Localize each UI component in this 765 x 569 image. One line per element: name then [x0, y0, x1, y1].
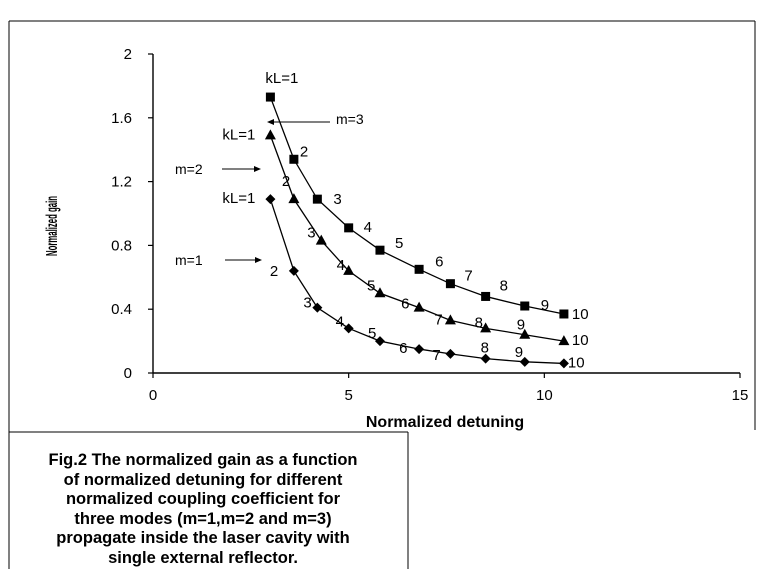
series-1-point-label: 6: [399, 340, 407, 357]
y-tick-label: 1.2: [111, 174, 132, 191]
series-1-line: [269, 198, 564, 365]
series-3-point: [375, 245, 385, 255]
x-tick-label: 10: [536, 387, 553, 404]
series-1-point: [519, 356, 530, 367]
series-2-point-label: 8: [475, 314, 483, 331]
point-labels-layer: kL=1 2 3 4 5 6 7 8 9 10 kL=1 2 3 4 5 6 7 8 9 10 kL=1 2 3 4 5 6 7 8 9…: [222, 70, 588, 371]
annotation-m1-label: m=1: [175, 252, 203, 268]
series-3-point-label: 5: [395, 235, 403, 252]
series-2-point-label: kL=1: [222, 126, 255, 143]
caption-line: normalized coupling coefficient for: [65, 490, 341, 508]
caption-line: Fig.2 The normalized gain as a function: [48, 451, 358, 469]
x-tick-label: 0: [149, 387, 157, 404]
series-1-point-label: 4: [336, 313, 344, 330]
series-2-point: [343, 264, 355, 275]
series-1-point: [558, 358, 569, 369]
series-1-point-label: 10: [568, 354, 585, 371]
annotation-m2-arrowhead: [254, 166, 261, 172]
caption-line: three modes (m=1,m=2 and m=3): [74, 509, 332, 528]
series-1-point-label: kL=1: [222, 190, 255, 207]
series-2-point-label: 5: [367, 277, 375, 294]
y-tick-label: 0.8: [111, 237, 132, 254]
series-3-point: [265, 92, 275, 102]
series-3-point-label: 3: [333, 191, 341, 208]
series-1-point-label: 2: [270, 263, 278, 280]
series-2-point: [264, 129, 276, 140]
series-3-point: [520, 301, 530, 311]
series-2-point: [519, 328, 531, 339]
annotation-m3-arrowhead: [267, 119, 274, 125]
series-1-point: [480, 353, 491, 364]
annotation-m2-label: m=2: [175, 161, 203, 177]
series-2-point: [413, 301, 425, 312]
series-2-point: [444, 314, 456, 325]
series-3-point-label: 9: [541, 297, 549, 314]
y-tick-label: 2: [124, 46, 132, 63]
series-1-point: [343, 323, 354, 334]
series-3-line: [269, 96, 565, 315]
series-3-point-label: kL=1: [265, 70, 298, 87]
y-axis-title: Normalized gain: [44, 196, 61, 256]
series-1-point-label: 8: [481, 340, 489, 357]
x-tick-label: 5: [344, 387, 352, 404]
caption-line: of normalized detuning for different: [63, 470, 343, 489]
series-3-point: [445, 279, 455, 289]
series-3-point: [414, 264, 424, 274]
annotation-m2: m=2: [175, 161, 261, 177]
series-2-point: [480, 322, 492, 333]
series-1-point: [414, 344, 425, 355]
annotation-m1: m=1: [175, 252, 262, 268]
series-2-point-label: 2: [282, 173, 290, 190]
series-1-point-label: 7: [432, 347, 440, 364]
x-axis-title: Normalized detuning: [366, 414, 524, 431]
x-tick-label: 15: [732, 387, 749, 404]
series-3-point-label: 8: [500, 277, 508, 294]
series-3-point: [481, 291, 491, 301]
series-2-point: [558, 335, 570, 346]
series-3-point-label: 2: [300, 143, 308, 160]
series-3-point: [559, 309, 569, 319]
series-3-point-label: 10: [572, 306, 589, 323]
series-layer: [264, 92, 570, 369]
series-1-point: [445, 348, 456, 359]
series-1-point-label: 3: [303, 295, 311, 312]
series-2-point-label: 6: [401, 296, 409, 313]
series-2-point: [374, 287, 386, 298]
annotation-m1-arrowhead: [255, 257, 262, 263]
series-3-point: [289, 154, 299, 164]
series-1-point-label: 5: [368, 325, 376, 342]
figure-caption: Fig.2 The normalized gain as a function …: [12, 451, 394, 568]
series-2-point: [288, 193, 300, 204]
series-2-point-label: 9: [517, 317, 525, 334]
y-tick-label: 0.4: [111, 301, 132, 318]
series-3-point: [312, 194, 322, 204]
series-2-point-label: 10: [572, 332, 589, 349]
series-1-point: [374, 336, 385, 347]
ticks-layer: 0 5 10 15 0 0.4 0.8 1.2 1.6 2: [111, 46, 748, 404]
series-2-point-label: 7: [434, 311, 442, 328]
caption-line: single external reflector.: [108, 548, 298, 567]
annotation-m3: m=3: [267, 111, 364, 127]
series-3-point-label: 6: [435, 253, 443, 270]
series-1-point-label: 9: [515, 344, 523, 361]
series-1-point: [288, 265, 299, 276]
series-1-point: [312, 302, 323, 313]
series-2-line: [269, 135, 565, 342]
series-2-point-label: 3: [307, 225, 315, 242]
series-3-point: [344, 223, 354, 233]
y-tick-label: 0: [124, 365, 132, 382]
y-tick-label: 1.6: [111, 110, 132, 127]
series-1-point: [265, 194, 276, 205]
series-3-point-label: 7: [464, 268, 472, 285]
series-2-point: [315, 234, 327, 245]
annotation-m3-label: m=3: [336, 111, 364, 127]
series-3-point-label: 4: [364, 219, 372, 236]
caption-line: propagate inside the laser cavity with: [56, 529, 350, 547]
series-2-point-label: 4: [337, 257, 345, 274]
